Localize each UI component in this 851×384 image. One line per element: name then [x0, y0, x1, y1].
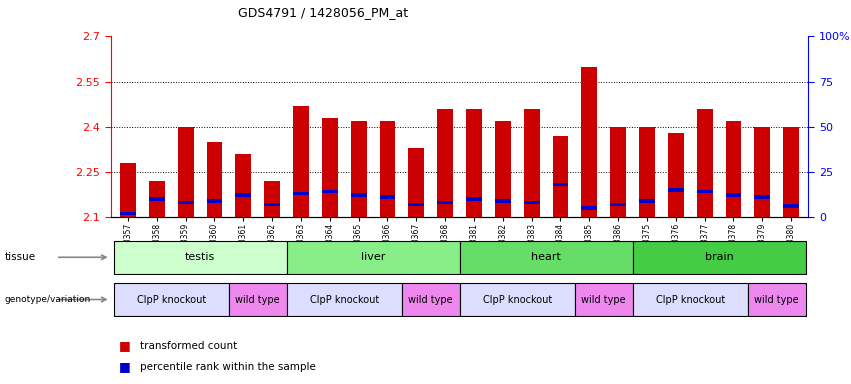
Bar: [575, 283, 632, 316]
Bar: [610, 202, 626, 206]
Bar: [293, 192, 309, 195]
Bar: [632, 283, 748, 316]
Bar: [236, 194, 251, 197]
Text: wild type: wild type: [236, 295, 280, 305]
Bar: [380, 121, 396, 217]
Bar: [207, 199, 222, 202]
Bar: [783, 127, 799, 217]
Bar: [178, 201, 193, 204]
Bar: [322, 190, 338, 194]
Bar: [149, 197, 165, 201]
Text: testis: testis: [185, 252, 215, 262]
Bar: [639, 199, 655, 202]
Bar: [610, 127, 626, 217]
Bar: [726, 194, 741, 197]
Bar: [748, 283, 806, 316]
Text: ■: ■: [119, 360, 131, 373]
Bar: [113, 241, 287, 274]
Bar: [178, 127, 193, 217]
Text: ClpP knockout: ClpP knockout: [483, 295, 551, 305]
Bar: [460, 283, 575, 316]
Bar: [783, 204, 799, 208]
Bar: [668, 188, 683, 192]
Text: brain: brain: [705, 252, 734, 262]
Bar: [754, 127, 770, 217]
Text: liver: liver: [361, 252, 386, 262]
Bar: [552, 136, 568, 217]
Bar: [229, 283, 287, 316]
Bar: [264, 202, 280, 206]
Bar: [149, 181, 165, 217]
Text: ClpP knockout: ClpP knockout: [310, 295, 379, 305]
Bar: [523, 201, 540, 204]
Bar: [466, 109, 482, 217]
Bar: [697, 109, 712, 217]
Bar: [287, 241, 460, 274]
Text: transformed count: transformed count: [140, 341, 237, 351]
Bar: [287, 283, 402, 316]
Bar: [437, 109, 453, 217]
Bar: [120, 212, 136, 215]
Bar: [495, 199, 511, 202]
Bar: [552, 183, 568, 186]
Bar: [437, 201, 453, 204]
Bar: [380, 195, 396, 199]
Bar: [639, 127, 655, 217]
Text: ClpP knockout: ClpP knockout: [136, 295, 206, 305]
Bar: [402, 283, 460, 316]
Text: heart: heart: [531, 252, 561, 262]
Bar: [207, 142, 222, 217]
Text: wild type: wild type: [755, 295, 799, 305]
Bar: [632, 241, 806, 274]
Text: tissue: tissue: [4, 252, 36, 262]
Bar: [581, 206, 597, 210]
Bar: [668, 133, 683, 217]
Bar: [322, 118, 338, 217]
Bar: [293, 106, 309, 217]
Bar: [351, 121, 367, 217]
Bar: [466, 197, 482, 201]
Bar: [581, 66, 597, 217]
Bar: [113, 283, 229, 316]
Text: ClpP knockout: ClpP knockout: [655, 295, 725, 305]
Text: genotype/variation: genotype/variation: [4, 295, 90, 304]
Bar: [236, 154, 251, 217]
Bar: [408, 202, 424, 206]
Text: GDS4791 / 1428056_PM_at: GDS4791 / 1428056_PM_at: [238, 6, 408, 19]
Bar: [408, 148, 424, 217]
Text: wild type: wild type: [408, 295, 453, 305]
Text: percentile rank within the sample: percentile rank within the sample: [140, 362, 317, 372]
Bar: [697, 190, 712, 194]
Text: ■: ■: [119, 339, 131, 352]
Text: wild type: wild type: [581, 295, 626, 305]
Bar: [264, 181, 280, 217]
Bar: [523, 109, 540, 217]
Bar: [351, 194, 367, 197]
Bar: [754, 195, 770, 199]
Bar: [120, 163, 136, 217]
Bar: [460, 241, 632, 274]
Bar: [726, 121, 741, 217]
Bar: [495, 121, 511, 217]
